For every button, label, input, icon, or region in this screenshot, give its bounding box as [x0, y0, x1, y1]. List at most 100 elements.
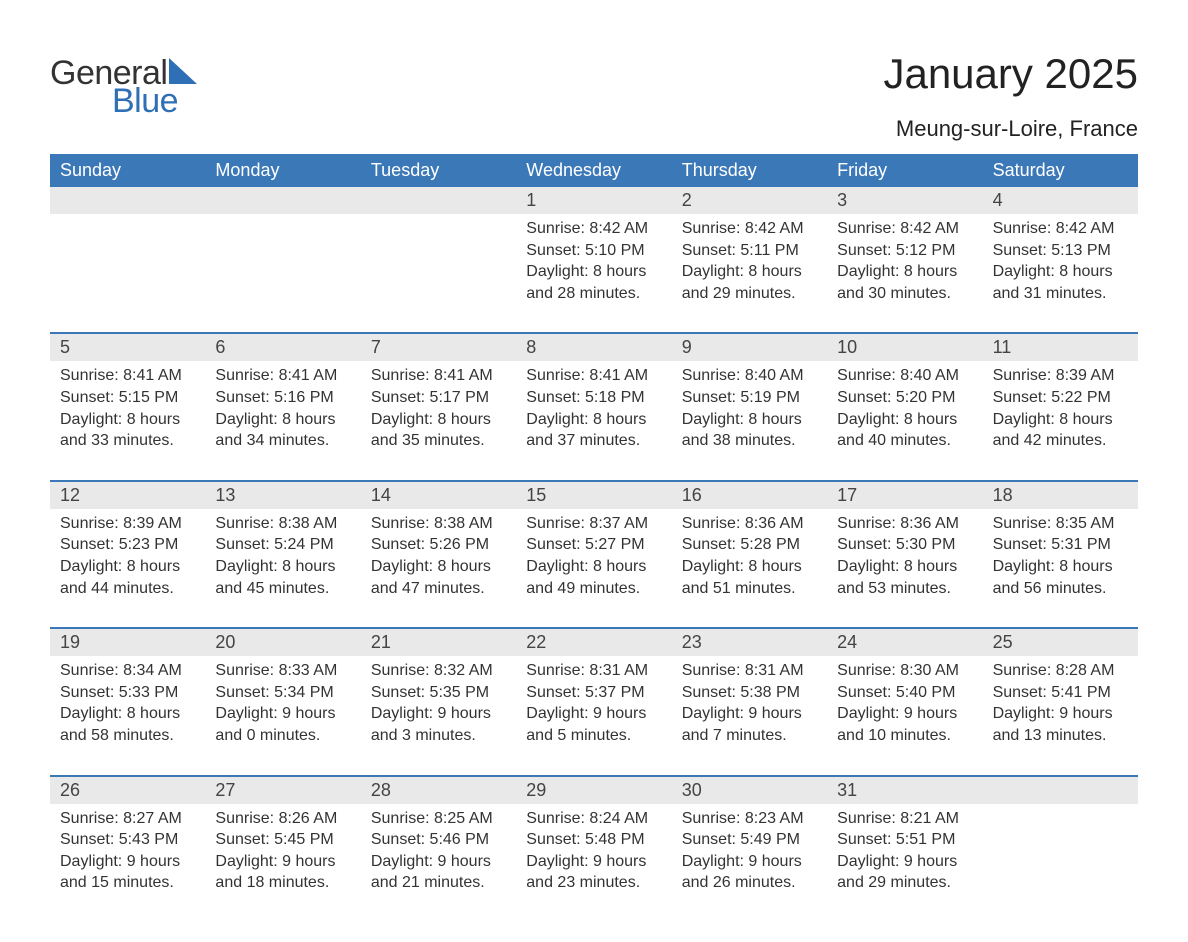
day-number: 23: [672, 629, 827, 656]
sunrise-line: Sunrise: 8:39 AM: [993, 365, 1128, 387]
day-number: 9: [672, 334, 827, 361]
day-number: 8: [516, 334, 671, 361]
day-number: 17: [827, 482, 982, 509]
day-cell: Sunrise: 8:31 AMSunset: 5:37 PMDaylight:…: [516, 656, 671, 754]
day-body-row: Sunrise: 8:41 AMSunset: 5:15 PMDaylight:…: [50, 361, 1138, 459]
sunset-line: Sunset: 5:17 PM: [371, 387, 506, 409]
day-number: 25: [983, 629, 1138, 656]
day-cell: Sunrise: 8:39 AMSunset: 5:23 PMDaylight:…: [50, 509, 205, 607]
sunrise-line: Sunrise: 8:31 AM: [526, 660, 661, 682]
day-number: 15: [516, 482, 671, 509]
sunrise-line: Sunrise: 8:40 AM: [682, 365, 817, 387]
sunset-line: Sunset: 5:16 PM: [215, 387, 350, 409]
daylight-line: Daylight: 8 hours and 37 minutes.: [526, 409, 661, 452]
weekday-saturday: Saturday: [983, 154, 1138, 187]
day-number: 4: [983, 187, 1138, 214]
sunset-line: Sunset: 5:11 PM: [682, 240, 817, 262]
day-cell: Sunrise: 8:41 AMSunset: 5:15 PMDaylight:…: [50, 361, 205, 459]
daylight-line: Daylight: 8 hours and 49 minutes.: [526, 556, 661, 599]
sunrise-line: Sunrise: 8:42 AM: [682, 218, 817, 240]
daylight-line: Daylight: 8 hours and 44 minutes.: [60, 556, 195, 599]
daylight-line: Daylight: 9 hours and 15 minutes.: [60, 851, 195, 894]
day-body-row: Sunrise: 8:27 AMSunset: 5:43 PMDaylight:…: [50, 804, 1138, 902]
sunset-line: Sunset: 5:13 PM: [993, 240, 1128, 262]
sunset-line: Sunset: 5:28 PM: [682, 534, 817, 556]
sunset-line: Sunset: 5:12 PM: [837, 240, 972, 262]
day-body-row: Sunrise: 8:42 AMSunset: 5:10 PMDaylight:…: [50, 214, 1138, 312]
daylight-line: Daylight: 9 hours and 7 minutes.: [682, 703, 817, 746]
sunrise-line: Sunrise: 8:40 AM: [837, 365, 972, 387]
weekday-friday: Friday: [827, 154, 982, 187]
week-row: 1234Sunrise: 8:42 AMSunset: 5:10 PMDayli…: [50, 187, 1138, 312]
sunset-line: Sunset: 5:46 PM: [371, 829, 506, 851]
day-body-row: Sunrise: 8:34 AMSunset: 5:33 PMDaylight:…: [50, 656, 1138, 754]
daylight-line: Daylight: 8 hours and 53 minutes.: [837, 556, 972, 599]
week-row: 12131415161718Sunrise: 8:39 AMSunset: 5:…: [50, 480, 1138, 607]
day-number: [50, 187, 205, 214]
day-cell: Sunrise: 8:30 AMSunset: 5:40 PMDaylight:…: [827, 656, 982, 754]
day-cell: Sunrise: 8:38 AMSunset: 5:26 PMDaylight:…: [361, 509, 516, 607]
sunrise-line: Sunrise: 8:41 AM: [60, 365, 195, 387]
day-number-band: 1234: [50, 187, 1138, 214]
week-row: 262728293031Sunrise: 8:27 AMSunset: 5:43…: [50, 775, 1138, 902]
day-cell: Sunrise: 8:31 AMSunset: 5:38 PMDaylight:…: [672, 656, 827, 754]
sunrise-line: Sunrise: 8:37 AM: [526, 513, 661, 535]
sunset-line: Sunset: 5:37 PM: [526, 682, 661, 704]
weekday-wednesday: Wednesday: [516, 154, 671, 187]
day-number: 6: [205, 334, 360, 361]
sail-icon: [169, 58, 197, 84]
day-cell: Sunrise: 8:38 AMSunset: 5:24 PMDaylight:…: [205, 509, 360, 607]
sunrise-line: Sunrise: 8:36 AM: [837, 513, 972, 535]
sunset-line: Sunset: 5:22 PM: [993, 387, 1128, 409]
sunrise-line: Sunrise: 8:34 AM: [60, 660, 195, 682]
brand-logo: General Blue: [50, 50, 197, 118]
day-number: 18: [983, 482, 1138, 509]
day-number: 20: [205, 629, 360, 656]
day-cell: Sunrise: 8:35 AMSunset: 5:31 PMDaylight:…: [983, 509, 1138, 607]
daylight-line: Daylight: 8 hours and 51 minutes.: [682, 556, 817, 599]
sunrise-line: Sunrise: 8:41 AM: [215, 365, 350, 387]
month-title: January 2025: [883, 50, 1138, 98]
title-block: January 2025 Meung-sur-Loire, France: [883, 50, 1138, 142]
day-cell: Sunrise: 8:41 AMSunset: 5:18 PMDaylight:…: [516, 361, 671, 459]
sunrise-line: Sunrise: 8:42 AM: [526, 218, 661, 240]
sunset-line: Sunset: 5:26 PM: [371, 534, 506, 556]
day-cell: [205, 214, 360, 312]
day-number: [205, 187, 360, 214]
daylight-line: Daylight: 9 hours and 18 minutes.: [215, 851, 350, 894]
daylight-line: Daylight: 8 hours and 35 minutes.: [371, 409, 506, 452]
daylight-line: Daylight: 9 hours and 26 minutes.: [682, 851, 817, 894]
sunrise-line: Sunrise: 8:42 AM: [837, 218, 972, 240]
daylight-line: Daylight: 8 hours and 31 minutes.: [993, 261, 1128, 304]
sunrise-line: Sunrise: 8:36 AM: [682, 513, 817, 535]
day-cell: Sunrise: 8:23 AMSunset: 5:49 PMDaylight:…: [672, 804, 827, 902]
day-cell: Sunrise: 8:36 AMSunset: 5:30 PMDaylight:…: [827, 509, 982, 607]
day-cell: [50, 214, 205, 312]
daylight-line: Daylight: 9 hours and 29 minutes.: [837, 851, 972, 894]
sunset-line: Sunset: 5:20 PM: [837, 387, 972, 409]
sunrise-line: Sunrise: 8:38 AM: [371, 513, 506, 535]
sunrise-line: Sunrise: 8:33 AM: [215, 660, 350, 682]
daylight-line: Daylight: 9 hours and 13 minutes.: [993, 703, 1128, 746]
day-cell: Sunrise: 8:24 AMSunset: 5:48 PMDaylight:…: [516, 804, 671, 902]
sunrise-line: Sunrise: 8:39 AM: [60, 513, 195, 535]
sunrise-line: Sunrise: 8:28 AM: [993, 660, 1128, 682]
day-cell: Sunrise: 8:42 AMSunset: 5:11 PMDaylight:…: [672, 214, 827, 312]
day-cell: Sunrise: 8:28 AMSunset: 5:41 PMDaylight:…: [983, 656, 1138, 754]
day-cell: Sunrise: 8:36 AMSunset: 5:28 PMDaylight:…: [672, 509, 827, 607]
day-number-band: 567891011: [50, 334, 1138, 361]
day-cell: Sunrise: 8:21 AMSunset: 5:51 PMDaylight:…: [827, 804, 982, 902]
sunrise-line: Sunrise: 8:35 AM: [993, 513, 1128, 535]
day-cell: Sunrise: 8:27 AMSunset: 5:43 PMDaylight:…: [50, 804, 205, 902]
day-number: 26: [50, 777, 205, 804]
sunset-line: Sunset: 5:43 PM: [60, 829, 195, 851]
sunset-line: Sunset: 5:27 PM: [526, 534, 661, 556]
sunrise-line: Sunrise: 8:38 AM: [215, 513, 350, 535]
sunset-line: Sunset: 5:15 PM: [60, 387, 195, 409]
day-number: 2: [672, 187, 827, 214]
day-cell: Sunrise: 8:26 AMSunset: 5:45 PMDaylight:…: [205, 804, 360, 902]
daylight-line: Daylight: 9 hours and 10 minutes.: [837, 703, 972, 746]
day-cell: [361, 214, 516, 312]
location-label: Meung-sur-Loire, France: [883, 116, 1138, 142]
day-cell: Sunrise: 8:34 AMSunset: 5:33 PMDaylight:…: [50, 656, 205, 754]
